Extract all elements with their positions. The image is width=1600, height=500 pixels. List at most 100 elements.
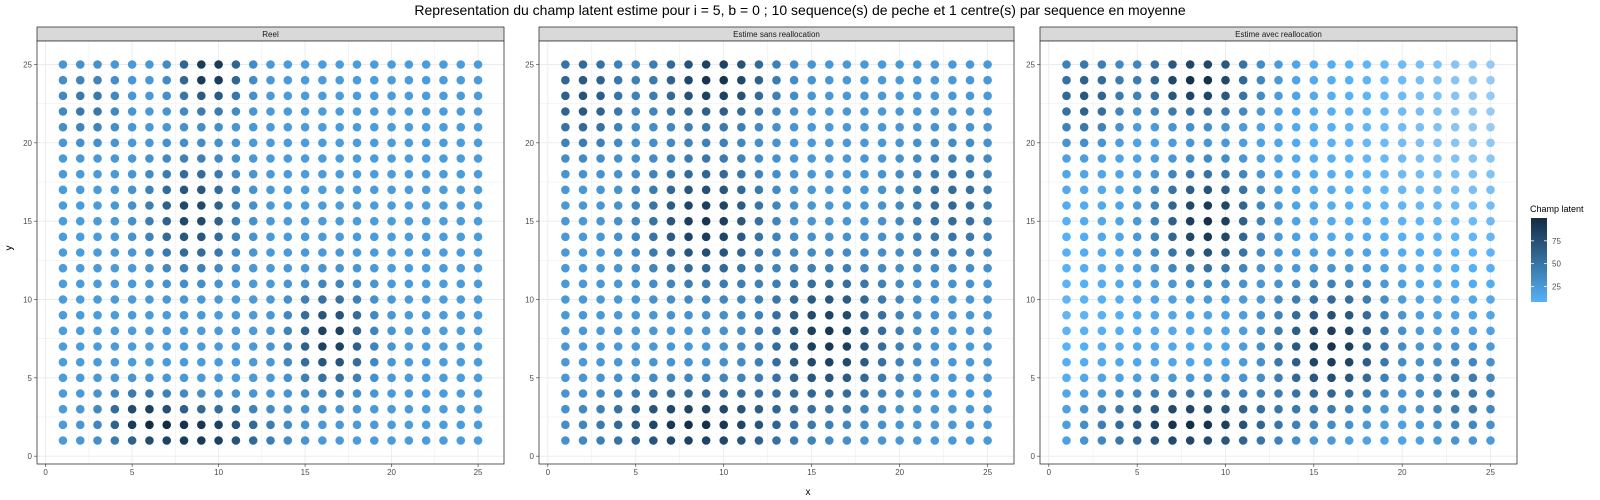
data-point <box>1309 122 1319 132</box>
data-point <box>631 279 641 289</box>
data-point <box>93 404 102 414</box>
legend-title: Champ latent <box>1530 204 1584 214</box>
data-point <box>421 75 431 85</box>
data-point <box>824 107 834 116</box>
data-point <box>318 357 327 367</box>
data-point <box>127 404 137 414</box>
data-point <box>1097 436 1107 445</box>
data-point <box>1344 91 1354 101</box>
data-point <box>1185 154 1195 163</box>
data-point <box>439 326 448 336</box>
data-point <box>404 295 414 304</box>
data-point <box>1097 342 1107 351</box>
data-point <box>1221 373 1230 383</box>
data-point <box>162 326 172 336</box>
data-point <box>300 91 310 101</box>
data-point <box>1185 420 1195 430</box>
data-point <box>842 75 852 85</box>
data-point <box>197 436 206 445</box>
data-point <box>1168 420 1177 430</box>
data-point <box>1362 263 1372 273</box>
data-point <box>162 107 172 116</box>
data-point <box>162 279 172 289</box>
data-point <box>75 279 85 289</box>
data-point <box>860 263 869 273</box>
data-point <box>1344 138 1354 148</box>
data-point <box>561 373 570 383</box>
data-point <box>145 420 154 430</box>
data-point <box>58 279 68 289</box>
data-point <box>1486 232 1495 242</box>
data-point <box>58 342 68 351</box>
data-point <box>1150 60 1160 69</box>
data-point <box>231 263 241 273</box>
data-point <box>1132 232 1142 242</box>
data-point <box>352 185 362 195</box>
data-point <box>300 107 310 116</box>
data-point <box>404 91 414 101</box>
data-point <box>789 91 799 101</box>
data-point <box>283 310 293 320</box>
data-point <box>807 75 816 85</box>
data-point <box>439 107 448 116</box>
y-tick-label: 10 <box>1026 296 1035 305</box>
data-point <box>631 91 641 101</box>
data-point <box>701 185 711 195</box>
data-point <box>1362 154 1372 163</box>
data-point <box>1362 60 1372 69</box>
data-point <box>1238 263 1248 273</box>
data-point <box>75 263 85 273</box>
data-point <box>1450 75 1460 85</box>
data-point <box>214 185 223 195</box>
data-point <box>895 263 904 273</box>
data-point <box>1327 122 1336 132</box>
data-point <box>473 201 483 210</box>
y-tick-label: 5 <box>530 374 535 383</box>
data-point <box>1309 91 1319 101</box>
data-point <box>578 326 588 336</box>
data-point <box>318 201 327 210</box>
data-point <box>318 169 327 179</box>
data-point <box>754 389 764 398</box>
data-point <box>1327 75 1336 85</box>
data-point <box>561 404 570 414</box>
data-point <box>1132 342 1142 351</box>
data-point <box>473 185 483 195</box>
data-point <box>789 169 799 179</box>
data-point <box>1274 373 1283 383</box>
data-point <box>214 279 223 289</box>
data-point <box>965 248 975 257</box>
data-point <box>1291 310 1301 320</box>
data-point <box>1486 404 1495 414</box>
data-point <box>877 75 887 85</box>
data-point <box>649 154 658 163</box>
data-point <box>613 342 623 351</box>
data-point <box>877 404 887 414</box>
data-point <box>300 185 310 195</box>
data-point <box>754 232 764 242</box>
x-tick-label: 5 <box>1135 468 1140 477</box>
data-point <box>596 232 605 242</box>
data-point <box>1468 248 1478 257</box>
data-point <box>1238 107 1248 116</box>
data-point <box>1168 138 1177 148</box>
data-point <box>789 295 799 304</box>
data-point <box>1185 75 1195 85</box>
data-point <box>300 263 310 273</box>
data-point <box>737 357 746 367</box>
data-point <box>1291 248 1301 257</box>
data-point <box>666 138 676 148</box>
data-point <box>807 232 816 242</box>
data-point <box>110 389 120 398</box>
data-point <box>649 310 658 320</box>
data-point <box>877 279 887 289</box>
data-point <box>877 60 887 69</box>
data-point <box>877 107 887 116</box>
data-point <box>666 60 676 69</box>
data-point <box>1185 373 1195 383</box>
data-point <box>387 75 396 85</box>
data-point <box>1380 279 1389 289</box>
data-point <box>754 357 764 367</box>
data-point <box>754 60 764 69</box>
